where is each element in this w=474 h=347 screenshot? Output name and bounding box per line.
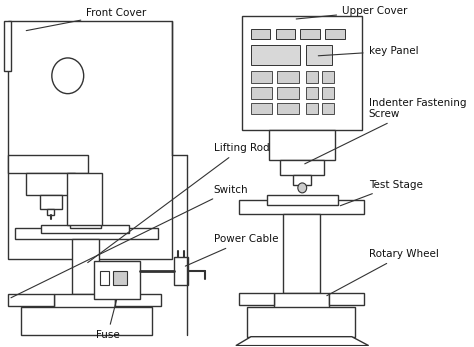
Bar bbox=[9, 21, 172, 259]
Bar bbox=[293, 175, 311, 185]
Bar bbox=[238, 293, 274, 305]
Bar bbox=[100, 271, 109, 285]
Circle shape bbox=[298, 183, 307, 193]
Bar bbox=[277, 87, 299, 99]
Text: key Panel: key Panel bbox=[319, 46, 418, 56]
Text: Indenter Fastening
Screw: Indenter Fastening Screw bbox=[305, 98, 466, 164]
Bar bbox=[26, 173, 75, 195]
Text: Fuse: Fuse bbox=[96, 300, 119, 340]
Text: Switch: Switch bbox=[11, 185, 248, 298]
Bar bbox=[322, 103, 334, 115]
Bar bbox=[242, 16, 362, 130]
Bar bbox=[276, 29, 295, 39]
Bar bbox=[71, 220, 101, 228]
Bar bbox=[174, 257, 188, 285]
Bar bbox=[67, 173, 102, 225]
Bar bbox=[55, 294, 115, 308]
Bar bbox=[267, 195, 337, 205]
Text: Power Cable: Power Cable bbox=[185, 235, 278, 266]
Bar bbox=[9, 155, 88, 173]
Bar bbox=[238, 200, 364, 214]
Bar bbox=[72, 239, 99, 294]
Bar bbox=[277, 103, 299, 115]
Bar bbox=[269, 130, 335, 160]
Bar bbox=[301, 29, 320, 39]
Bar bbox=[306, 45, 332, 65]
Bar bbox=[329, 293, 364, 305]
Bar bbox=[290, 214, 313, 293]
Polygon shape bbox=[236, 337, 369, 346]
Text: Test Stage: Test Stage bbox=[340, 180, 422, 206]
Bar bbox=[322, 71, 334, 83]
Bar bbox=[322, 87, 334, 99]
Text: Lifting Rod: Lifting Rod bbox=[88, 143, 269, 263]
Text: Upper Cover: Upper Cover bbox=[296, 6, 408, 19]
Bar bbox=[115, 294, 161, 306]
Bar bbox=[306, 87, 318, 99]
Bar bbox=[251, 103, 272, 115]
Circle shape bbox=[52, 58, 84, 94]
Bar bbox=[251, 87, 272, 99]
Bar bbox=[94, 261, 140, 299]
Bar bbox=[77, 239, 94, 294]
Bar bbox=[15, 228, 158, 239]
Bar bbox=[283, 214, 320, 293]
Bar bbox=[325, 29, 345, 39]
Text: Front Cover: Front Cover bbox=[26, 8, 146, 31]
Bar bbox=[21, 307, 152, 335]
Bar bbox=[306, 71, 318, 83]
Bar bbox=[251, 45, 300, 65]
Text: Rotary Wheel: Rotary Wheel bbox=[327, 249, 438, 296]
Bar bbox=[251, 29, 270, 39]
Bar bbox=[306, 103, 318, 115]
Bar bbox=[41, 225, 129, 232]
Bar bbox=[4, 21, 11, 71]
Bar bbox=[277, 71, 299, 83]
Bar bbox=[251, 71, 272, 83]
Bar bbox=[113, 271, 127, 285]
Bar bbox=[280, 160, 324, 175]
Bar bbox=[40, 195, 62, 209]
Bar bbox=[47, 209, 55, 215]
Bar bbox=[274, 293, 329, 309]
Bar bbox=[247, 307, 356, 337]
Bar bbox=[9, 294, 55, 306]
